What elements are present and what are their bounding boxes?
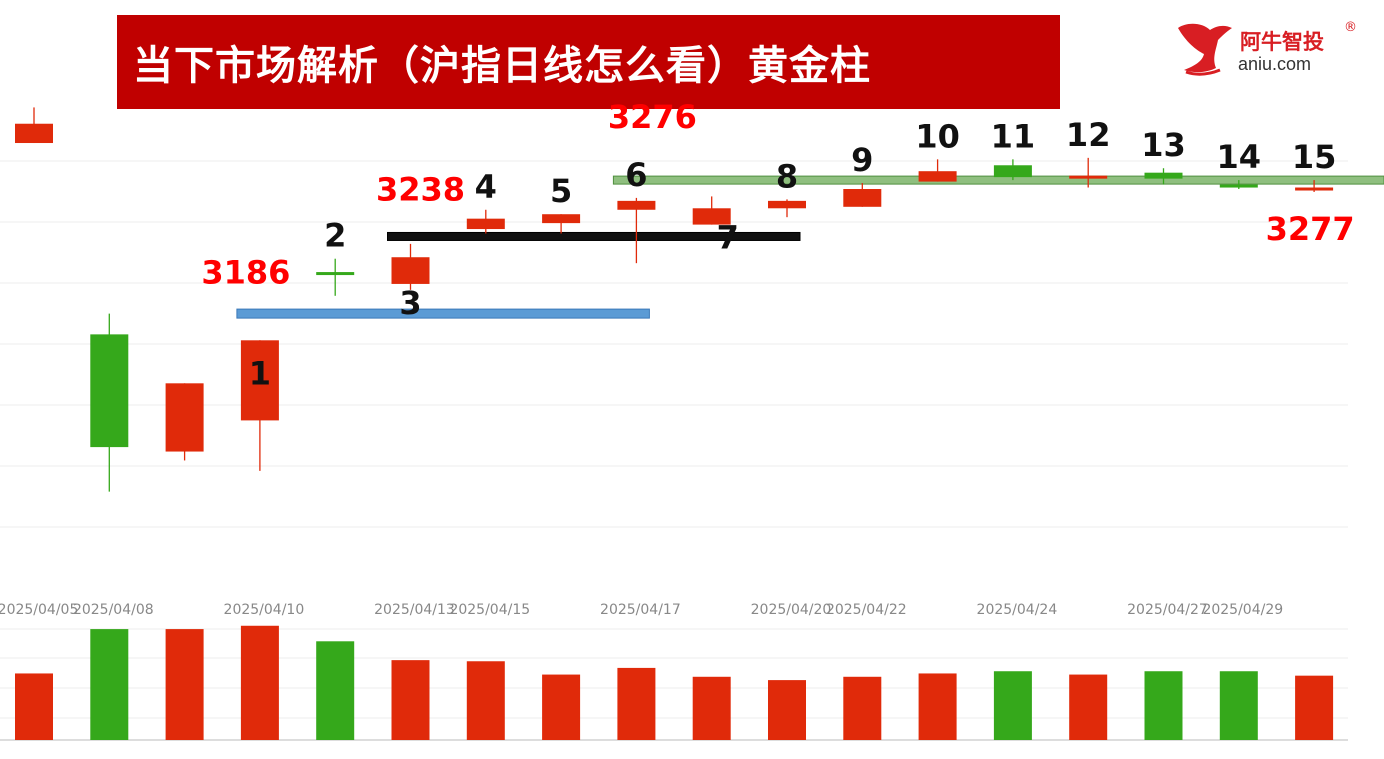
candle-label: 2 <box>324 217 346 255</box>
candle-label: 7 <box>717 219 739 257</box>
x-tick-label: 2025/04/05 <box>0 602 78 618</box>
candle-body <box>918 171 957 182</box>
volume-bar <box>768 680 806 740</box>
candle-body <box>768 200 806 209</box>
candle-label: 3 <box>399 284 421 322</box>
price-annotation: 3276 <box>608 98 697 136</box>
title-banner: 当下市场解析（沪指日线怎么看）黄金柱 <box>117 15 1060 109</box>
x-tick-label: 2025/04/10 <box>224 602 305 618</box>
reference-line-black <box>387 231 801 241</box>
volume-bar <box>617 667 656 740</box>
candle-body <box>165 383 204 452</box>
volume-bar <box>1069 674 1108 740</box>
candle-body <box>843 189 882 207</box>
volume-bar <box>542 674 581 740</box>
volume-bar <box>466 661 505 740</box>
price-annotation: 3238 <box>376 170 465 208</box>
x-tick-label: 2025/04/27 <box>1127 602 1208 618</box>
candle-label: 11 <box>991 117 1036 155</box>
reference-line-green <box>612 175 1384 185</box>
candle-body <box>617 200 656 210</box>
candle-label: 15 <box>1292 138 1337 176</box>
candle-body <box>692 208 731 225</box>
candle-body <box>15 123 53 144</box>
volume-bar <box>918 673 957 740</box>
volume-bar <box>15 673 53 740</box>
page-title: 当下市场解析（沪指日线怎么看）黄金柱 <box>133 43 871 89</box>
candle-label: 12 <box>1066 116 1111 154</box>
x-tick-label: 2025/04/08 <box>73 602 154 618</box>
price-annotation: 3186 <box>201 254 290 292</box>
volume-grid <box>0 628 1348 741</box>
candle-label: 14 <box>1217 138 1262 176</box>
logo-domain: aniu.com <box>1238 54 1312 74</box>
candle-label: 5 <box>550 172 572 210</box>
x-tick-label: 2025/04/22 <box>826 602 907 618</box>
price-annotations: 3186 3238 3276 3277 <box>201 98 1354 292</box>
candles <box>15 107 1334 492</box>
volume-bar <box>90 629 129 740</box>
candle-body <box>1144 172 1183 179</box>
candle-body <box>466 218 505 230</box>
candle-label: 13 <box>1141 126 1186 164</box>
candle-label: 8 <box>776 157 798 195</box>
logo-name-cn: 阿牛智投 <box>1240 30 1324 54</box>
reference-line-blue <box>236 308 650 319</box>
logo-registered-mark: ® <box>1344 20 1357 35</box>
x-tick-label: 2025/04/24 <box>977 602 1058 618</box>
volume-bar <box>391 660 430 740</box>
volume-bar <box>692 676 731 740</box>
x-tick-label: 2025/04/20 <box>751 602 832 618</box>
candle-body <box>240 340 279 421</box>
bull-head-icon <box>1178 23 1232 76</box>
volume-bars <box>15 625 1334 740</box>
brand-logo: 阿牛智投 ® aniu.com <box>1172 20 1372 80</box>
volume-bar <box>993 671 1032 740</box>
candle-body <box>316 272 355 276</box>
x-tick-label: 2025/04/17 <box>600 602 681 618</box>
volume-bar <box>843 676 882 740</box>
price-grid <box>0 160 1348 528</box>
candle-body <box>542 214 581 224</box>
candle-body <box>993 165 1032 178</box>
candle-label: 4 <box>475 168 497 206</box>
price-annotation: 3277 <box>1266 210 1355 248</box>
candle-body <box>391 257 430 284</box>
candle-label: 1 <box>249 354 271 392</box>
candle-body <box>1069 175 1108 179</box>
candle-label: 9 <box>851 141 873 179</box>
x-tick-label: 2025/04/15 <box>449 602 530 618</box>
x-tick-label: 2025/04/13 <box>374 602 455 618</box>
x-tick-label: 2025/04/29 <box>1202 602 1283 618</box>
volume-bar <box>316 641 355 740</box>
volume-bar <box>1219 671 1258 740</box>
candle-label: 6 <box>625 156 647 194</box>
candle-body <box>1219 184 1258 188</box>
volume-bar <box>165 629 204 740</box>
volume-bar <box>1144 671 1183 740</box>
volume-bar <box>240 625 279 740</box>
candle-body <box>1295 187 1334 191</box>
candle-body <box>90 334 129 448</box>
candle-label: 10 <box>915 117 960 155</box>
volume-bar <box>1295 675 1334 740</box>
